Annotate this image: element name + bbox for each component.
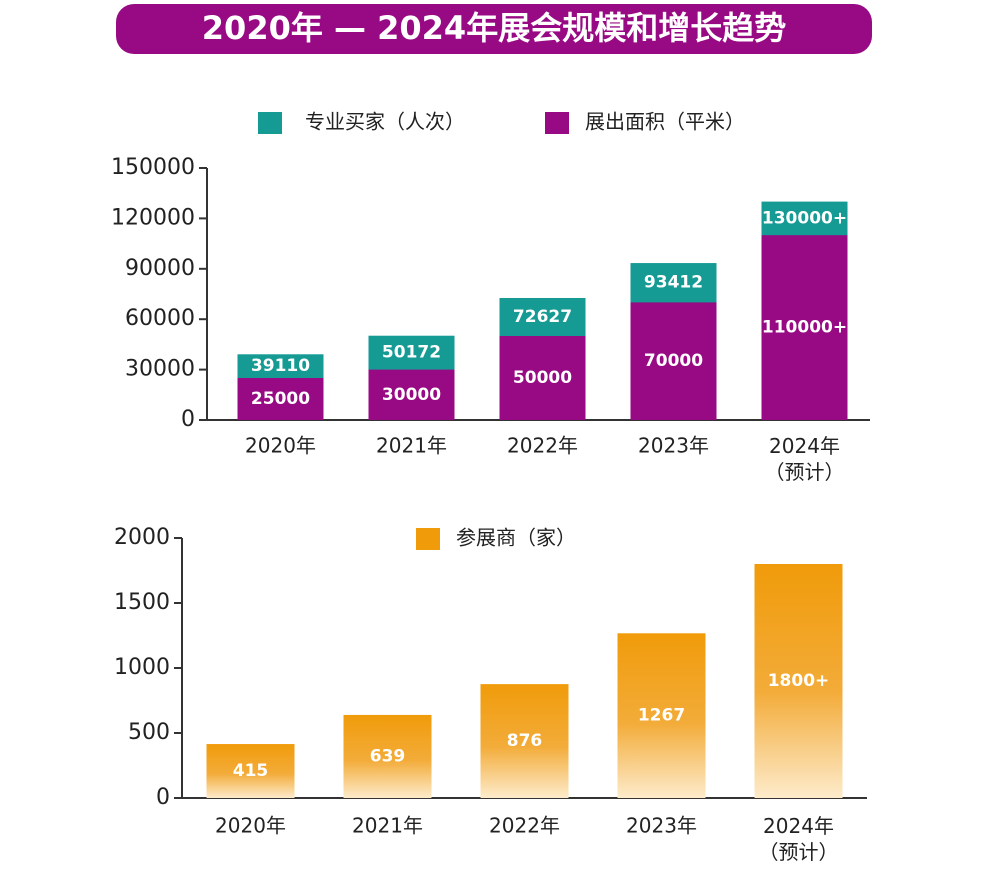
bar bbox=[343, 714, 432, 798]
y-tick-label: 0 bbox=[181, 407, 195, 432]
chart-title: 2020年 — 2024年展会规模和增长趋势 bbox=[202, 9, 786, 47]
data-label: 130000+ bbox=[762, 208, 847, 228]
y-tick-label: 0 bbox=[156, 785, 170, 810]
x-tick-label: 2022年 bbox=[507, 434, 578, 458]
y-tick-label: 1500 bbox=[114, 590, 170, 615]
title-banner bbox=[116, 4, 872, 54]
legend-label: 展出面积（平米） bbox=[585, 110, 745, 134]
bar bbox=[761, 235, 848, 420]
x-tick-label: 2024年（预计） bbox=[765, 434, 845, 484]
y-tick-label: 2000 bbox=[114, 525, 170, 550]
data-label: 1800+ bbox=[768, 671, 830, 691]
x-tick-label: 2020年 bbox=[215, 814, 286, 838]
x-tick-label: 2023年 bbox=[638, 434, 709, 458]
data-label: 415 bbox=[233, 761, 269, 781]
legend-swatch bbox=[545, 112, 569, 134]
x-tick-label: 2021年 bbox=[352, 814, 423, 838]
x-tick-label: 2024年（预计） bbox=[759, 814, 839, 864]
data-label: 70000 bbox=[644, 351, 703, 371]
text-line: 2024年 bbox=[763, 814, 834, 838]
legend-swatch bbox=[416, 528, 440, 550]
legend-label: 专业买家（人次） bbox=[305, 110, 465, 134]
x-tick-label: 2022年 bbox=[489, 814, 560, 838]
bar bbox=[630, 302, 717, 420]
data-label: 1267 bbox=[638, 706, 685, 726]
data-label: 639 bbox=[370, 746, 406, 766]
data-label: 39110 bbox=[251, 356, 310, 376]
bar bbox=[499, 336, 586, 420]
bar bbox=[206, 744, 295, 798]
text-line: （预计） bbox=[759, 840, 839, 864]
y-tick-label: 1000 bbox=[114, 655, 170, 680]
data-label: 72627 bbox=[513, 307, 572, 327]
legend-swatch bbox=[258, 112, 282, 134]
data-label: 50000 bbox=[513, 368, 572, 388]
y-tick-label: 500 bbox=[128, 720, 170, 745]
data-label: 93412 bbox=[644, 273, 703, 293]
text-line: （预计） bbox=[765, 460, 845, 484]
bar bbox=[617, 633, 706, 798]
y-tick-label: 30000 bbox=[125, 357, 195, 382]
text-line: 2024年 bbox=[769, 434, 840, 458]
x-tick-label: 2023年 bbox=[626, 814, 697, 838]
data-label: 50172 bbox=[382, 343, 441, 363]
data-label: 30000 bbox=[382, 385, 441, 405]
data-label: 110000+ bbox=[762, 318, 847, 338]
y-tick-label: 120000 bbox=[111, 205, 195, 230]
x-tick-label: 2021年 bbox=[376, 434, 447, 458]
data-label: 876 bbox=[507, 731, 543, 751]
data-label: 25000 bbox=[251, 389, 310, 409]
legend-label: 参展商（家） bbox=[456, 526, 576, 550]
bar bbox=[237, 378, 324, 420]
x-tick-label: 2020年 bbox=[245, 434, 316, 458]
bar bbox=[480, 684, 569, 798]
y-tick-label: 150000 bbox=[111, 155, 195, 180]
y-tick-label: 60000 bbox=[125, 306, 195, 331]
bar bbox=[368, 369, 455, 420]
y-tick-label: 90000 bbox=[125, 256, 195, 281]
bar bbox=[754, 564, 843, 798]
